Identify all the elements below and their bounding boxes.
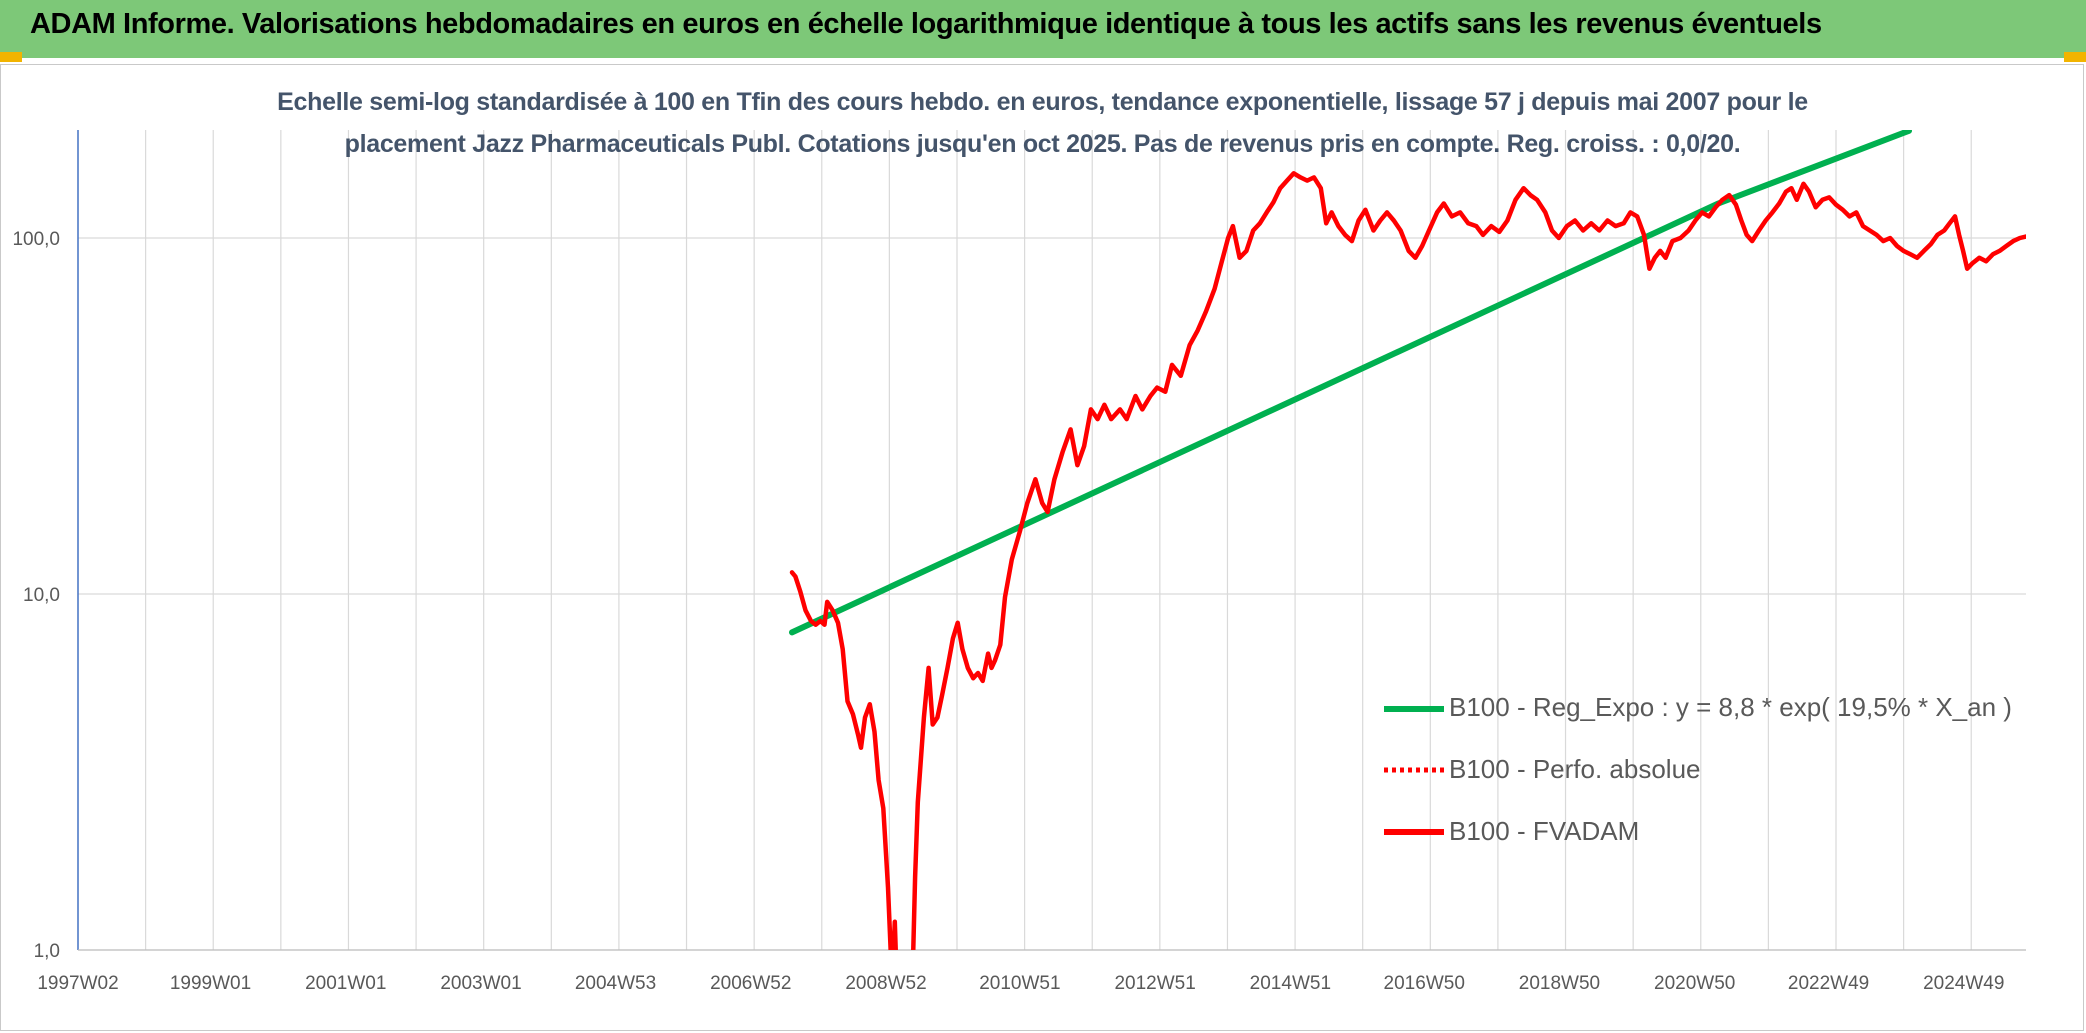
y-tick-label: 100,0 [12, 229, 60, 250]
x-tick-label: 2020W50 [1654, 973, 1735, 994]
chart-subtitle-line-2: placement Jazz Pharmaceuticals Publ. Cot… [344, 130, 1741, 158]
chart-frame [0, 64, 2084, 1031]
legend-label-fvadam: B100 - FVADAM [1449, 816, 1640, 846]
x-tick-label: 2014W51 [1250, 973, 1331, 994]
series-line-fvadam [789, 171, 2026, 950]
x-tick-label: 2004W53 [575, 973, 656, 994]
x-tick-label: 2018W50 [1519, 973, 1600, 994]
legend-label-perfo-absolue: B100 - Perfo. absolue [1449, 754, 1701, 784]
x-tick-label: 2010W51 [979, 973, 1060, 994]
x-tick-label: 2008W52 [845, 973, 926, 994]
y-tick-label: 10,0 [23, 585, 60, 606]
chart-subtitle-line-1: Echelle semi-log standardisée à 100 en T… [277, 88, 1808, 116]
report-title: ADAM Informe. Valorisations hebdomadaire… [30, 8, 1822, 40]
legend-swatch-perfo-absolue [1384, 767, 1444, 773]
legend-swatch-fvadam [1384, 829, 1444, 835]
legend-swatch-reg-expo [1384, 706, 1444, 712]
x-tick-label: 2001W01 [305, 973, 386, 994]
x-tick-label: 1997W02 [37, 973, 118, 994]
x-tick-label: 2006W52 [710, 973, 791, 994]
legend-label-reg-expo: B100 - Reg_Expo : y = 8,8 * exp( 19,5% *… [1449, 692, 2012, 722]
x-tick-label: 1999W01 [170, 973, 251, 994]
series-line-reg-expo [789, 130, 1912, 636]
x-tick-label: 2003W01 [440, 973, 521, 994]
x-tick-label: 2016W50 [1384, 973, 1465, 994]
corner-accent-right [2064, 52, 2086, 62]
x-tick-label: 2024W49 [1923, 973, 2004, 994]
y-tick-label: 1,0 [34, 941, 60, 962]
x-tick-label: 2012W51 [1114, 973, 1195, 994]
report-header: ADAM Informe. Valorisations hebdomadaire… [0, 0, 2086, 58]
x-tick-label: 2022W49 [1788, 973, 1869, 994]
corner-accent-left [0, 52, 22, 62]
